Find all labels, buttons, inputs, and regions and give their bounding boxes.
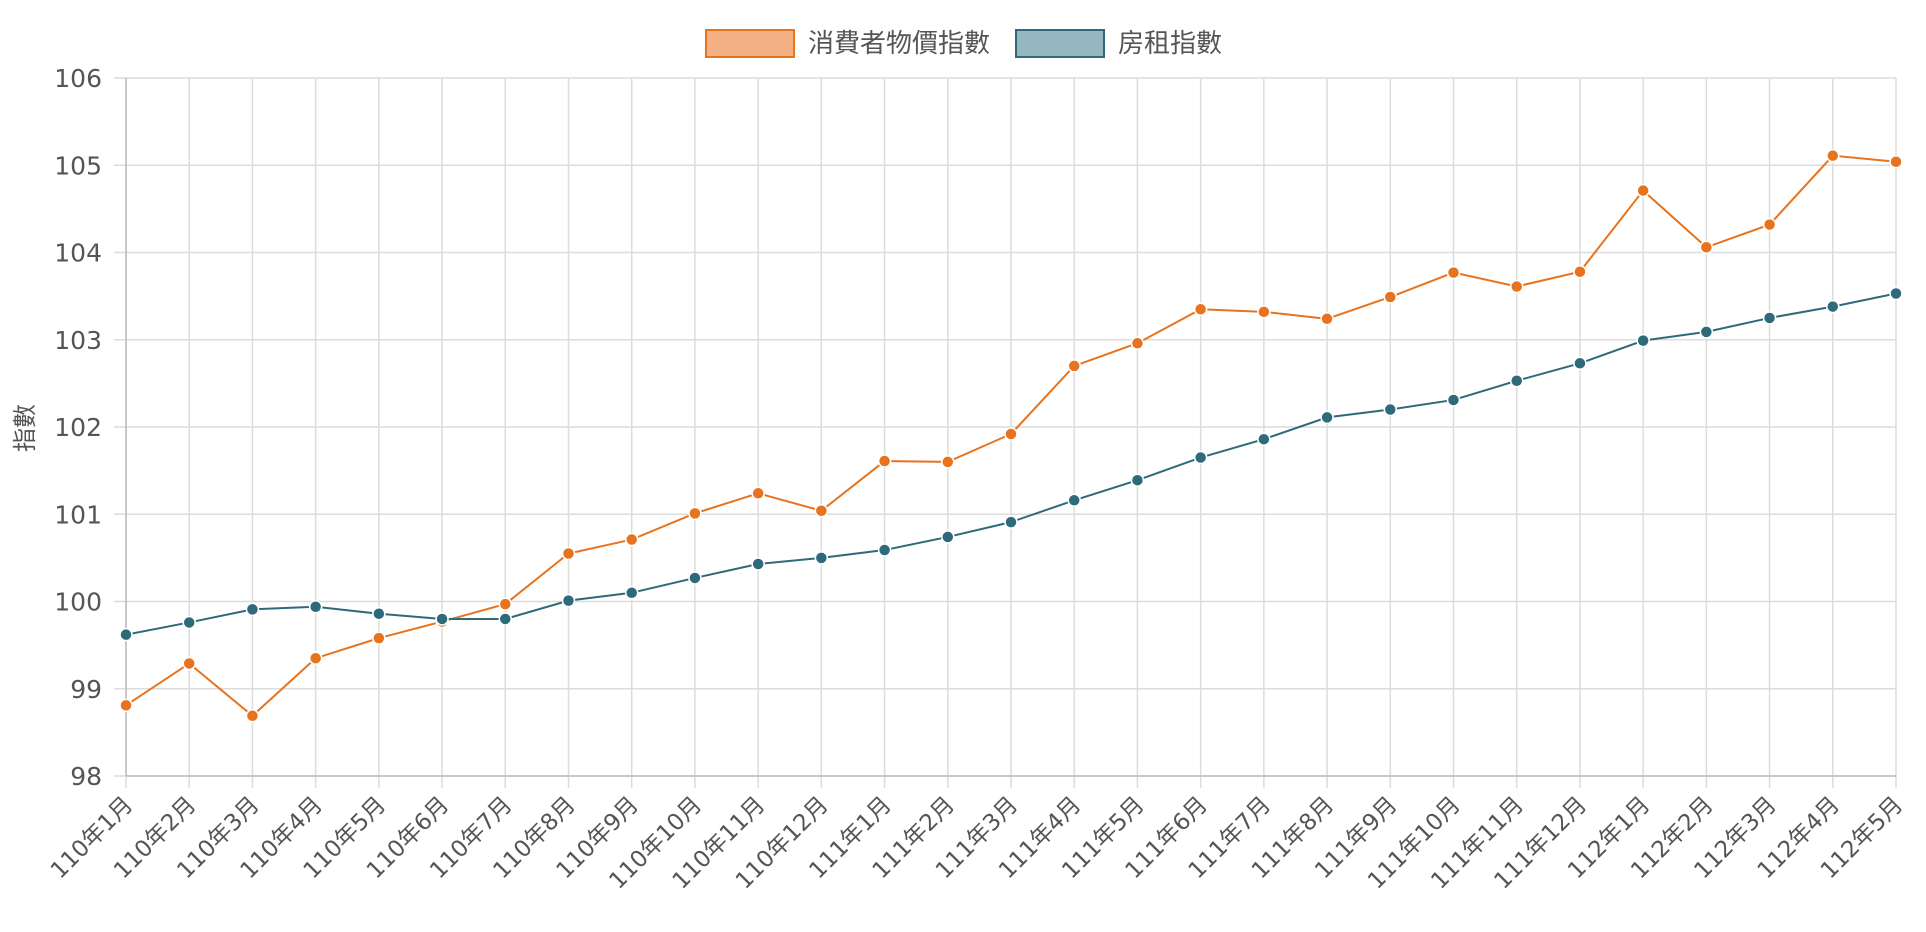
data-point[interactable] — [1636, 333, 1650, 348]
data-point[interactable] — [814, 551, 829, 565]
data-point[interactable] — [1762, 217, 1777, 232]
axes: 9899100101102103104105106110年1月110年2月110… — [46, 64, 1908, 895]
data-point[interactable] — [688, 571, 702, 585]
data-point[interactable] — [1320, 410, 1334, 425]
data-point[interactable] — [1383, 290, 1398, 304]
data-point[interactable] — [751, 557, 765, 571]
data-point[interactable] — [182, 656, 196, 671]
legend-item[interactable]: 消費者物價指數 — [705, 29, 990, 59]
data-point[interactable] — [624, 586, 639, 600]
data-point[interactable] — [561, 593, 576, 608]
data-point[interactable] — [119, 627, 133, 642]
data-point[interactable] — [1320, 312, 1334, 326]
data-point[interactable] — [1130, 473, 1145, 487]
data-point[interactable] — [688, 506, 702, 521]
y-tick-label: 99 — [70, 675, 102, 704]
data-point[interactable] — [941, 530, 955, 544]
y-tick-label: 103 — [54, 326, 102, 355]
data-point[interactable] — [1067, 359, 1081, 373]
data-point[interactable] — [1257, 432, 1271, 446]
y-tick-label: 100 — [54, 588, 102, 617]
series — [119, 148, 1903, 723]
data-point[interactable] — [1446, 393, 1461, 407]
data-point[interactable] — [941, 455, 955, 469]
y-tick-label: 102 — [54, 413, 102, 442]
data-point[interactable] — [1699, 325, 1714, 339]
data-point[interactable] — [1004, 515, 1018, 529]
data-point[interactable] — [1257, 305, 1271, 319]
data-point[interactable] — [1826, 148, 1840, 163]
legend-swatch — [705, 29, 795, 58]
data-point[interactable] — [1889, 286, 1903, 301]
y-tick-label: 106 — [54, 64, 102, 93]
legend[interactable]: 消費者物價指數 房租指數 — [705, 29, 1222, 59]
data-point[interactable] — [1573, 356, 1587, 371]
data-point[interactable] — [308, 651, 323, 665]
data-point[interactable] — [1636, 183, 1650, 198]
data-point[interactable] — [877, 543, 892, 557]
series-rent — [119, 286, 1903, 642]
data-point[interactable] — [751, 486, 765, 501]
data-point[interactable] — [1826, 299, 1840, 314]
data-point[interactable] — [1067, 493, 1081, 508]
legend-label: 房租指數 — [1118, 29, 1222, 59]
data-point[interactable] — [561, 546, 576, 561]
data-point[interactable] — [1509, 374, 1524, 388]
data-point[interactable] — [1762, 311, 1777, 325]
legend-swatch — [1015, 29, 1105, 58]
data-point[interactable] — [498, 597, 513, 611]
data-point[interactable] — [372, 606, 386, 621]
data-point[interactable] — [1193, 302, 1208, 316]
data-point[interactable] — [1889, 155, 1903, 169]
y-tick-label: 105 — [54, 151, 102, 180]
data-point[interactable] — [1004, 427, 1018, 441]
data-point[interactable] — [1193, 450, 1208, 465]
y-axis-label: 指數 — [11, 404, 39, 452]
grid — [114, 77, 1897, 788]
data-point[interactable] — [308, 599, 323, 614]
data-point[interactable] — [624, 532, 639, 547]
y-tick-label: 98 — [70, 762, 102, 791]
data-point[interactable] — [119, 698, 133, 713]
data-point[interactable] — [245, 709, 260, 723]
data-point[interactable] — [1573, 264, 1587, 279]
y-tick-label: 101 — [54, 500, 102, 529]
legend-label: 消費者物價指數 — [808, 29, 990, 59]
data-point[interactable] — [1446, 265, 1461, 280]
legend-item[interactable]: 房租指數 — [1015, 29, 1222, 59]
data-point[interactable] — [372, 631, 386, 645]
data-point[interactable] — [1130, 336, 1145, 350]
data-point[interactable] — [498, 612, 513, 626]
data-point[interactable] — [814, 504, 829, 518]
data-point[interactable] — [1509, 279, 1524, 294]
data-point[interactable] — [877, 454, 892, 468]
data-point[interactable] — [245, 602, 260, 617]
data-point[interactable] — [1383, 402, 1398, 417]
y-tick-label: 104 — [54, 239, 102, 268]
data-point[interactable] — [1699, 240, 1714, 255]
data-point[interactable] — [182, 615, 196, 630]
data-point[interactable] — [435, 612, 449, 626]
